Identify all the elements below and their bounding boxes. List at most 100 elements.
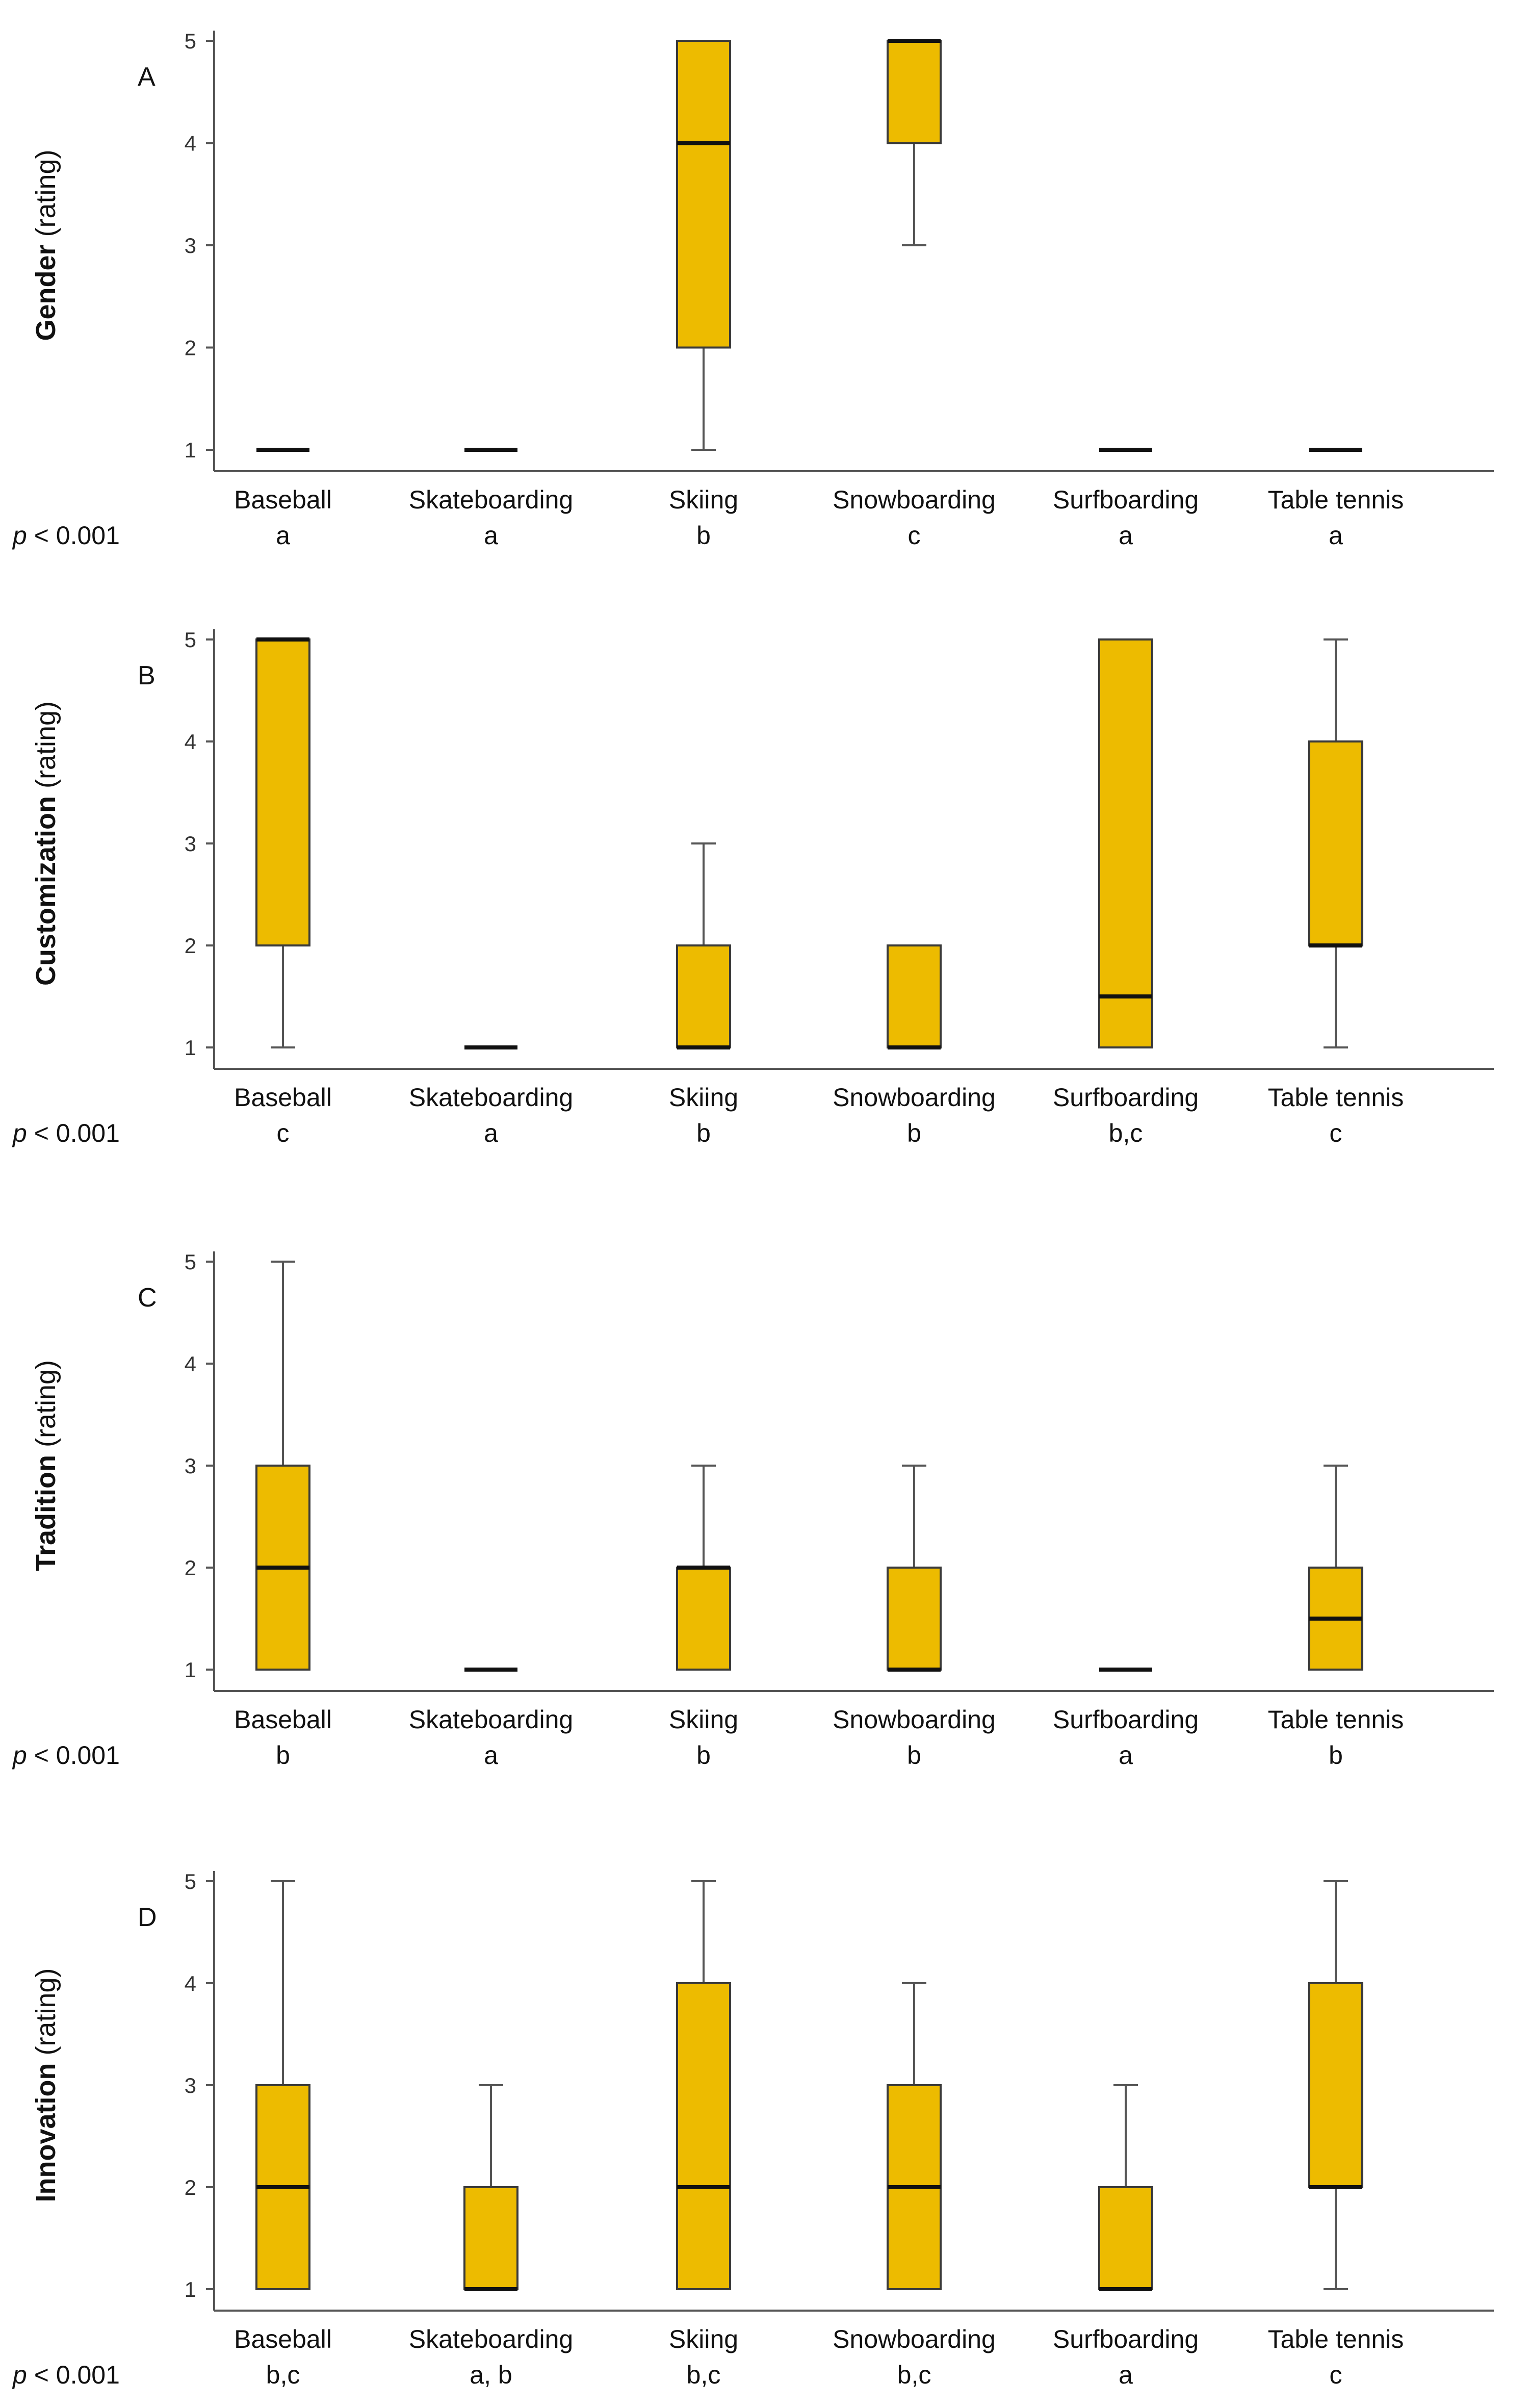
p-symbol: p: [12, 2361, 27, 2389]
y-axis-title-unit: (rating): [31, 1360, 61, 1455]
y-tick-label: 4: [185, 1971, 196, 1995]
panel-label: C: [138, 1283, 157, 1313]
y-tick-label: 5: [185, 29, 196, 53]
box-table-tennis: [1308, 638, 1363, 1048]
panel-c: 1 2 3 4 5 C Tradition (rating) Baseball b Skatebo…: [12, 1250, 1494, 1770]
y-tick-label: 3: [185, 2073, 196, 2097]
group-letter-label: a: [1119, 1741, 1133, 1770]
iqr-box: [887, 1567, 942, 1671]
box-skiing: [676, 1465, 731, 1671]
p-value-label: p < 0.001: [12, 521, 120, 550]
x-category-label: Skiing: [669, 485, 738, 514]
iqr-box: [676, 944, 731, 1048]
group-letter-label: a: [484, 1741, 498, 1770]
panel-d: 1 2 3 4 5 D Innovation (rating) Baseball b,c Skat…: [12, 1869, 1494, 2389]
box-skateboarding: [463, 2084, 518, 2291]
group-letter-label: a, b: [470, 2361, 512, 2389]
x-category-label: Baseball: [234, 1083, 332, 1112]
x-category-label: Snowboarding: [833, 1705, 996, 1734]
iqr-box: [676, 40, 731, 349]
x-category-label: Table tennis: [1268, 1083, 1404, 1112]
y-axis-title: Gender (rating): [31, 149, 61, 341]
x-category-label: Snowboarding: [833, 2325, 996, 2353]
y-tick-label: 1: [185, 1658, 196, 1682]
group-letter-label: b,c: [266, 2361, 300, 2389]
panel-label: D: [138, 1903, 157, 1932]
y-tick-label: 1: [185, 1036, 196, 1060]
x-category-label: Baseball: [234, 2325, 332, 2353]
iqr-box: [887, 944, 942, 1048]
group-letter-label: a: [1119, 2361, 1133, 2389]
x-category-label: Skateboarding: [409, 2325, 573, 2353]
group-letter-label: b,c: [687, 2361, 721, 2389]
group-letter-label: c: [277, 1119, 290, 1147]
iqr-box: [676, 1982, 731, 2290]
p-symbol: p: [12, 1741, 27, 1770]
group-letter-label: c: [1330, 1119, 1342, 1147]
p-threshold: < 0.001: [27, 2361, 120, 2389]
p-value-label: p < 0.001: [12, 1741, 120, 1770]
y-axis-title-bold: Tradition: [31, 1455, 61, 1571]
y-axis-title-bold: Gender: [31, 244, 61, 341]
p-value-label: p < 0.001: [12, 2361, 120, 2389]
box-baseball: [255, 1261, 310, 1671]
y-tick-label: 3: [185, 234, 196, 258]
box-table-tennis: [1308, 1465, 1363, 1671]
y-tick-label: 2: [185, 934, 196, 958]
x-category-label: Snowboarding: [833, 1083, 996, 1112]
y-axis-title-bold: Innovation: [31, 2063, 61, 2202]
x-category-label: Skiing: [669, 1083, 738, 1112]
box-surfboarding: [1098, 638, 1153, 1048]
y-tick-label: 5: [185, 628, 196, 652]
iqr-box: [463, 2186, 518, 2290]
y-tick-label: 2: [185, 336, 196, 360]
y-tick-label: 5: [185, 1250, 196, 1274]
y-tick-label: 4: [185, 730, 196, 754]
box-snowboarding: [887, 39, 942, 246]
y-axis-title-bold: Customization: [31, 796, 61, 986]
box-table-tennis: [1308, 1880, 1363, 2290]
group-letter-label: a: [276, 521, 290, 550]
p-threshold: < 0.001: [27, 1741, 120, 1770]
x-category-label: Skiing: [669, 2325, 738, 2353]
iqr-box: [1308, 740, 1363, 946]
p-symbol: p: [12, 521, 27, 550]
y-tick-label: 4: [185, 1352, 196, 1376]
y-tick-label: 3: [185, 832, 196, 856]
y-axis-title-unit: (rating): [31, 1968, 61, 2063]
box-skiing: [676, 842, 731, 1049]
x-category-label: Surfboarding: [1053, 485, 1199, 514]
x-category-label: Surfboarding: [1053, 2325, 1199, 2353]
x-category-label: Skateboarding: [409, 1705, 573, 1734]
x-category-label: Surfboarding: [1053, 1083, 1199, 1112]
box-baseball: [255, 637, 310, 1048]
box-baseball: [255, 1880, 310, 2290]
group-letter-label: b: [696, 1119, 711, 1147]
x-category-label: Baseball: [234, 1705, 332, 1734]
group-letter-label: a: [1119, 521, 1133, 550]
x-category-label: Baseball: [234, 485, 332, 514]
p-threshold: < 0.001: [27, 1119, 120, 1147]
panel-label: B: [138, 661, 155, 690]
iqr-box: [1098, 2186, 1153, 2290]
group-letter-label: b,c: [1109, 1119, 1143, 1147]
y-tick-label: 1: [185, 438, 196, 462]
iqr-box: [1098, 638, 1153, 1048]
x-category-label: Table tennis: [1268, 2325, 1404, 2353]
box-snowboarding: [887, 1982, 942, 2290]
group-letter-label: b: [276, 1741, 290, 1770]
x-category-label: Skateboarding: [409, 485, 573, 514]
group-letter-label: b: [907, 1741, 921, 1770]
y-tick-label: 2: [185, 1556, 196, 1580]
iqr-box: [676, 1567, 731, 1671]
box-snowboarding: [887, 1465, 942, 1672]
group-letter-label: b: [1329, 1741, 1343, 1770]
p-value-label: p < 0.001: [12, 1119, 120, 1147]
x-category-label: Table tennis: [1268, 485, 1404, 514]
iqr-box: [1308, 1982, 1363, 2188]
iqr-box: [255, 638, 310, 946]
group-letter-label: b: [696, 1741, 711, 1770]
y-tick-label: 4: [185, 132, 196, 156]
